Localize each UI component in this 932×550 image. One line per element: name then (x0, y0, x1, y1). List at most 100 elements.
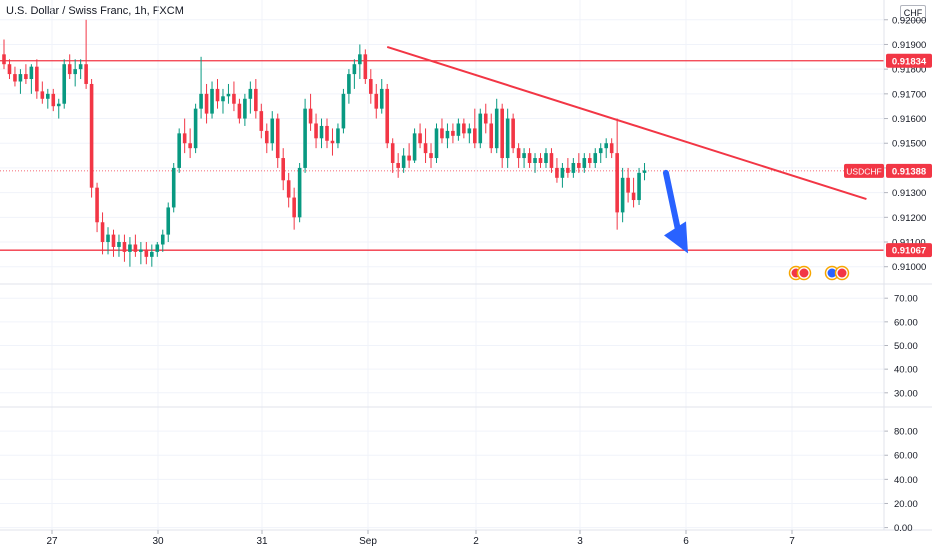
panel-tick-label: 40.00 (894, 475, 918, 486)
indicator-panels: 70.00 60.00 50.00 40.00 30.00 80.00 60.00 40.00… (0, 283, 932, 534)
time-tick-label: 2 (473, 536, 479, 547)
axes: 0.910000.911000.912000.913000.914000.915… (46, 0, 926, 547)
candle-body (407, 155, 411, 161)
panel-tick-label: 60.00 (894, 451, 918, 462)
price-tick-label: 0.91800 (892, 65, 926, 76)
candle-body (379, 88, 384, 109)
candle-body (631, 192, 636, 201)
candle-body (221, 96, 225, 102)
candle-body (609, 143, 614, 154)
event-icon-fill (827, 268, 837, 278)
horizontal-lines (0, 60, 884, 251)
candle-body (297, 167, 302, 218)
candle-body (642, 170, 647, 173)
candle-body (456, 123, 461, 136)
currency-badge[interactable]: CHF (900, 5, 926, 21)
candle-body (13, 74, 17, 82)
candle-body (500, 108, 504, 159)
candle-body (604, 143, 609, 149)
price-badge-value: 0.91834 (892, 56, 927, 67)
swiss-flag-icon[interactable] (796, 265, 812, 281)
candle-body (467, 128, 472, 134)
candle-body (582, 158, 587, 168)
candle-body (128, 244, 132, 252)
candle-body (374, 93, 379, 109)
candle-body (166, 207, 171, 235)
time-tick-label: 7 (789, 536, 795, 547)
candle-body (429, 153, 433, 159)
candle-body (451, 130, 455, 136)
price-badge (886, 243, 932, 258)
candle-body (160, 234, 165, 245)
candle-body (325, 125, 329, 141)
candle-body (7, 64, 12, 75)
candle-body (522, 153, 526, 159)
panel-tick-label: 0.00 (894, 523, 913, 534)
price-badge-value: 0.91067 (892, 246, 926, 257)
candle-body (100, 222, 105, 243)
candle-body (232, 93, 236, 104)
candle-body (122, 242, 127, 252)
candle-body (533, 158, 537, 163)
candle-body (577, 162, 581, 168)
candle-body (150, 251, 154, 257)
candle-body (226, 93, 231, 97)
time-tick-label: 3 (577, 536, 583, 547)
candle-body (560, 167, 565, 178)
candle-body (434, 128, 439, 159)
candle-body (516, 148, 521, 159)
candle-body (67, 64, 72, 75)
us-flag-icon[interactable] (834, 265, 850, 281)
event-icons[interactable] (788, 265, 850, 281)
panel-tick-label: 30.00 (894, 388, 918, 399)
candle-body (620, 177, 625, 213)
time-tick-label: 31 (256, 536, 268, 547)
price-badge (886, 53, 932, 68)
price-tick-label: 0.91200 (892, 213, 926, 224)
candle-body (139, 249, 143, 252)
candle-body (2, 54, 6, 65)
candle-body (319, 125, 324, 139)
price-tick-label: 0.91500 (892, 139, 926, 150)
time-tick-label: Sep (359, 536, 377, 547)
price-tick-label: 0.91300 (892, 188, 926, 199)
panel-tick-label: 40.00 (894, 365, 918, 376)
event-icon-fill (837, 268, 847, 278)
candle-body (615, 153, 619, 213)
candle-body (84, 64, 88, 84)
candle-body (270, 118, 275, 144)
candle-body (555, 167, 559, 178)
candle-body (182, 133, 187, 144)
panel-tick-label: 20.00 (894, 499, 918, 510)
candle-body (549, 153, 554, 168)
candle-body (264, 130, 269, 144)
candle-body (35, 66, 39, 92)
panel-tick-label: 60.00 (894, 317, 918, 328)
price-tick-label: 0.91100 (892, 238, 926, 249)
candle-body (155, 244, 160, 252)
candle-body (598, 148, 603, 154)
candle-body (292, 197, 296, 218)
candle-body (396, 162, 400, 168)
candle-body (418, 133, 422, 144)
panel-tick-label: 70.00 (894, 294, 918, 305)
price-badges: 0.91834 0.91388 USDCHF 0.91067 (844, 53, 932, 258)
symbol-badge-label: USDCHF (846, 166, 881, 176)
time-tick-label: 6 (683, 536, 689, 547)
candle-body (368, 79, 373, 94)
candle-body (385, 88, 390, 144)
candle-body (440, 128, 444, 139)
chart-title: U.S. Dollar / Swiss Franc, 1h, FXCM (6, 5, 184, 17)
arrow-head (664, 221, 688, 254)
candle-body (281, 158, 286, 181)
candle-body (494, 108, 499, 149)
candle-body (538, 158, 543, 163)
price-badge-value: 0.91388 (892, 166, 926, 177)
grid-lines (0, 0, 884, 530)
candle-body (243, 98, 247, 119)
candle-body (29, 66, 34, 80)
candle-body (330, 140, 335, 144)
candle-body (347, 74, 351, 94)
candle-body (593, 153, 598, 163)
